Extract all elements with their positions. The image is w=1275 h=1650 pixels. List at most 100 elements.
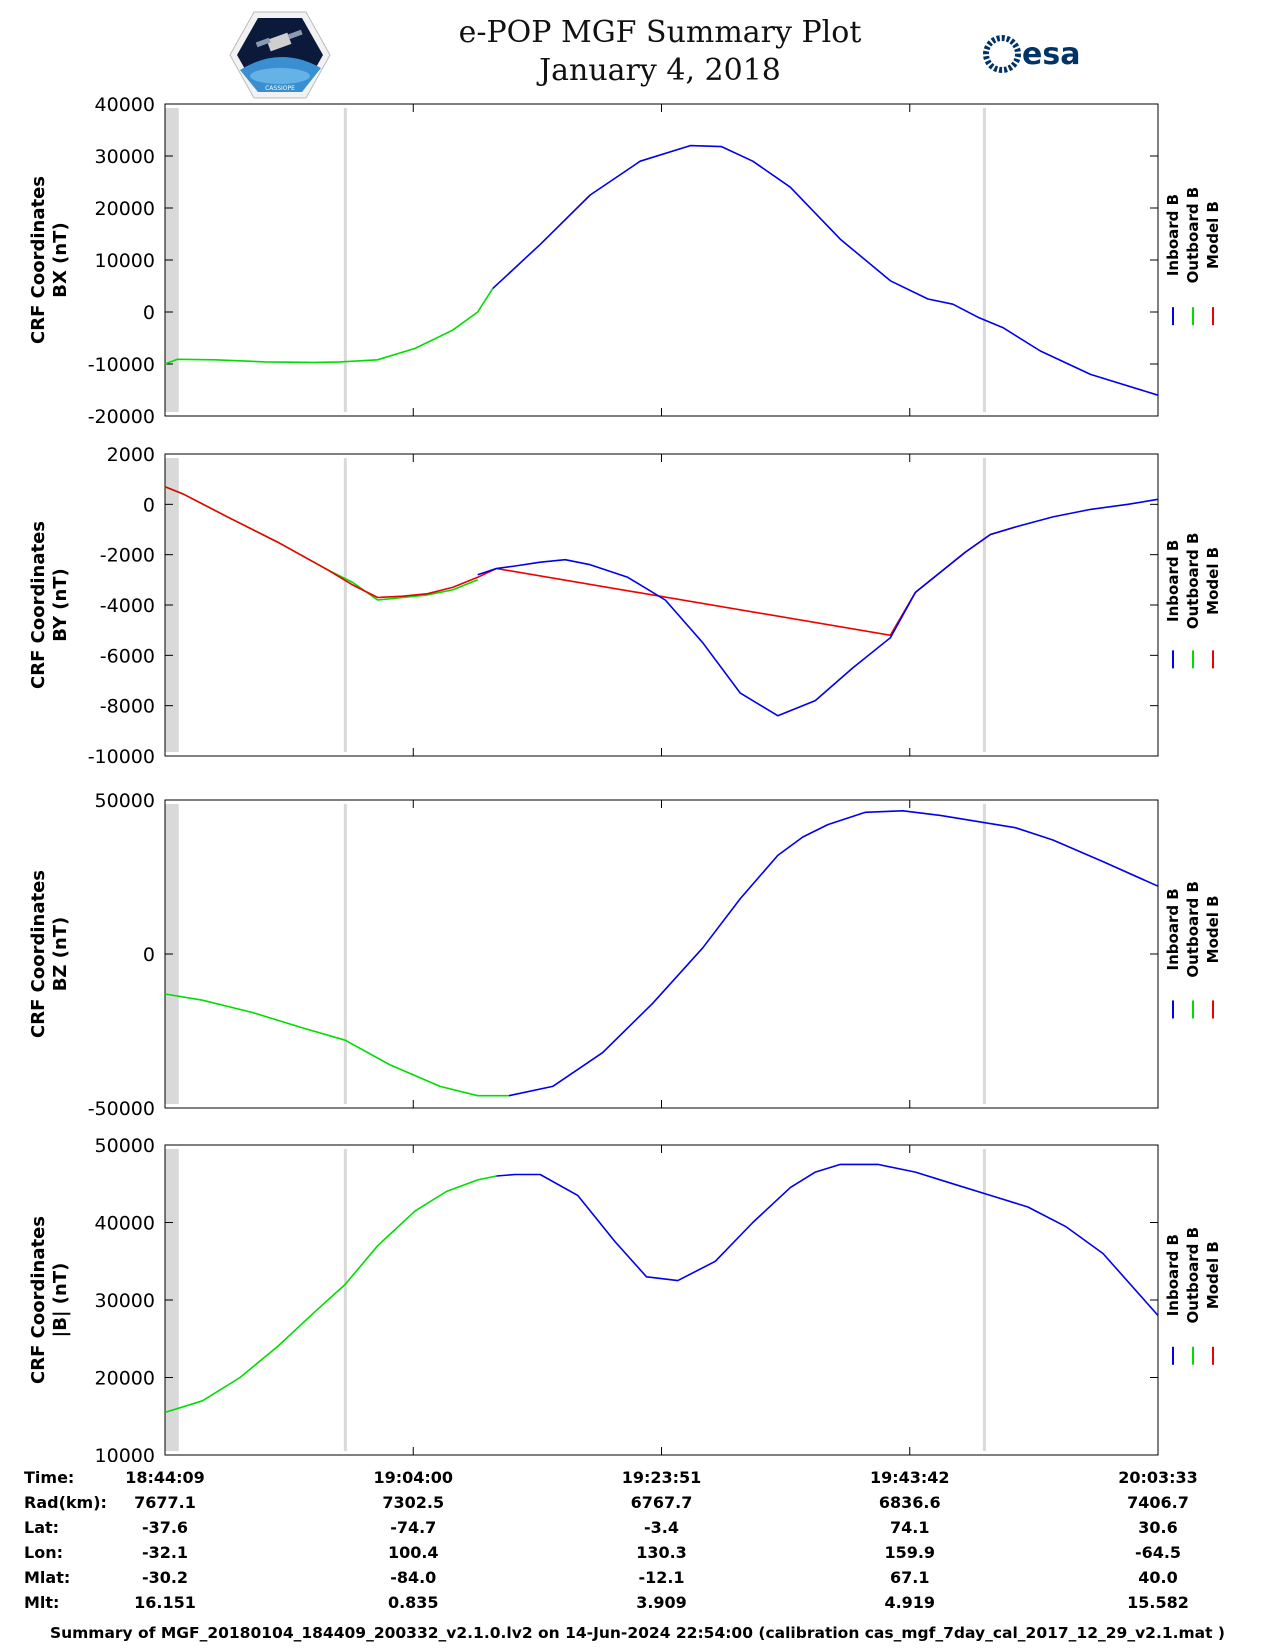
y-axis-label: |B| (nT) [50, 1263, 71, 1338]
data-gap-2 [982, 108, 986, 412]
series-inboard-b [492, 144, 1159, 396]
info-cell: -32.1 [141, 1543, 189, 1562]
info-cell: 18:44:09 [125, 1468, 205, 1487]
series-model-b [164, 485, 1016, 637]
y-axis-label: CRF Coordinates [28, 176, 49, 344]
legend-label: Inboard B [1164, 540, 1182, 622]
y-tick-label: 0 [143, 494, 155, 516]
info-cell: 3.909 [636, 1593, 687, 1612]
legend-label: Outboard B [1184, 187, 1202, 284]
info-cell: 40.0 [1138, 1568, 1178, 1587]
info-row: Mlt: 16.151 0.835 3.909 4.919 15.582 [24, 1593, 1254, 1618]
y-tick-label: 0 [143, 302, 155, 324]
info-cell: 6767.7 [630, 1493, 693, 1512]
info-row: Lat: -37.6 -74.7 -3.4 74.1 30.6 [24, 1518, 1254, 1543]
y-tick-label: 10000 [95, 1445, 155, 1462]
info-cell: 15.582 [1127, 1593, 1189, 1612]
y-axis-label: CRF Coordinates [28, 1216, 49, 1384]
info-cell: 6836.6 [878, 1493, 941, 1512]
y-tick-label: -50000 [88, 1098, 155, 1120]
info-cell: 7302.5 [382, 1493, 445, 1512]
y-tick-label: -8000 [100, 696, 155, 718]
legend-label: Outboard B [1184, 1227, 1202, 1324]
info-cell: -37.6 [141, 1518, 189, 1537]
legend-label: Outboard B [1184, 881, 1202, 978]
series-outboard-b [164, 1175, 497, 1414]
info-cell: 7406.7 [1127, 1493, 1189, 1512]
y-tick-label: -6000 [100, 645, 155, 667]
info-row-label: Lon: [24, 1543, 63, 1562]
series-outboard-b [164, 993, 509, 1097]
y-axis-label: BY (nT) [50, 568, 71, 642]
info-row-label: Time: [24, 1468, 75, 1487]
orbit-info-table: Time: 18:44:09 19:04:00 19:23:51 19:43:42 20:… [24, 1468, 1254, 1618]
esa-logo: esa [980, 30, 1100, 80]
series-inboard-b [496, 1163, 1159, 1317]
info-cell: -74.7 [390, 1518, 437, 1537]
info-cell: 100.4 [387, 1543, 439, 1562]
panel-bz: -50000 0 50000 CRF Coordinates BZ (nT) Inboar… [28, 790, 1222, 1120]
info-cell: -30.2 [141, 1568, 189, 1587]
y-tick-label: 2000 [107, 444, 155, 466]
data-gap-2 [982, 1149, 986, 1451]
info-cell: 20:03:33 [1118, 1468, 1198, 1487]
y-axis-label: BZ (nT) [50, 917, 71, 992]
info-cell: 30.6 [1138, 1518, 1178, 1537]
info-cell: 74.1 [890, 1518, 930, 1537]
y-tick-label: 40000 [95, 94, 155, 116]
footer-caption: Summary of MGF_20180104_184409_200332_v2… [49, 1624, 1226, 1642]
y-tick-label: -10000 [88, 746, 155, 768]
info-row-label: Lat: [24, 1518, 60, 1537]
series-outboard-b [164, 288, 494, 365]
y-tick-label: 50000 [95, 1135, 155, 1157]
info-row: Lon: -32.1 100.4 130.3 159.9 -64.5 [24, 1543, 1254, 1568]
y-tick-label: -4000 [100, 595, 155, 617]
cassiope-logo: CASSIOPE [228, 10, 332, 100]
info-cell: 19:23:51 [621, 1468, 702, 1487]
y-axis-label: CRF Coordinates [28, 521, 49, 689]
title-line-2: January 4, 2018 [539, 53, 781, 88]
info-cell: 16.151 [134, 1593, 196, 1612]
y-tick-label: -20000 [88, 406, 155, 428]
series-inboard-b [477, 498, 1159, 717]
info-cell: -64.5 [1134, 1543, 1182, 1562]
y-tick-label: 40000 [95, 1213, 155, 1235]
info-cell: 4.919 [884, 1593, 936, 1612]
info-row-label: Rad(km): [24, 1493, 107, 1512]
axes-frame [164, 103, 1159, 417]
y-axis-label: CRF Coordinates [28, 870, 49, 1038]
legend-label: Model B [1204, 201, 1222, 269]
data-gap-1 [343, 804, 347, 1104]
info-cell: 159.9 [884, 1543, 936, 1562]
info-row: Mlat: -30.2 -84.0 -12.1 67.1 40.0 [24, 1568, 1254, 1593]
info-cell: 19:43:42 [869, 1468, 950, 1487]
data-gap-2 [982, 804, 986, 1104]
legend-label: Inboard B [1164, 888, 1182, 970]
legend-label: Inboard B [1164, 1234, 1182, 1316]
y-tick-label: 0 [143, 944, 155, 966]
legend-label: Outboard B [1184, 533, 1202, 630]
info-cell: 7677.1 [134, 1493, 196, 1512]
esa-logo-text: esa [1022, 37, 1080, 72]
panel-btotal: 10000 20000 30000 40000 50000 CRF Coordinates… [28, 1135, 1222, 1462]
y-tick-label: 50000 [95, 790, 155, 812]
y-tick-label: -2000 [100, 545, 155, 567]
info-cell: 0.835 [387, 1593, 439, 1612]
y-tick-label: 30000 [95, 146, 155, 168]
info-row: Time: 18:44:09 19:04:00 19:23:51 19:43:42 20:… [24, 1468, 1254, 1493]
axes-frame [164, 453, 1159, 757]
legend-label: Model B [1204, 1241, 1222, 1309]
data-gap-1 [343, 458, 347, 752]
info-cell: -3.4 [644, 1518, 679, 1537]
info-cell: -84.0 [390, 1568, 437, 1587]
info-cell: -12.1 [638, 1568, 685, 1587]
series-outboard-b [164, 485, 478, 601]
data-gap-1 [343, 1149, 347, 1451]
info-cell: 67.1 [890, 1568, 930, 1587]
data-gap-1 [343, 108, 347, 412]
y-axis-label: BX (nT) [50, 222, 71, 297]
y-tick-label: 20000 [95, 198, 155, 220]
chart-title: e-POP MGF Summary Plot January 4, 2018 [380, 14, 940, 90]
axes-frame [164, 799, 1159, 1109]
